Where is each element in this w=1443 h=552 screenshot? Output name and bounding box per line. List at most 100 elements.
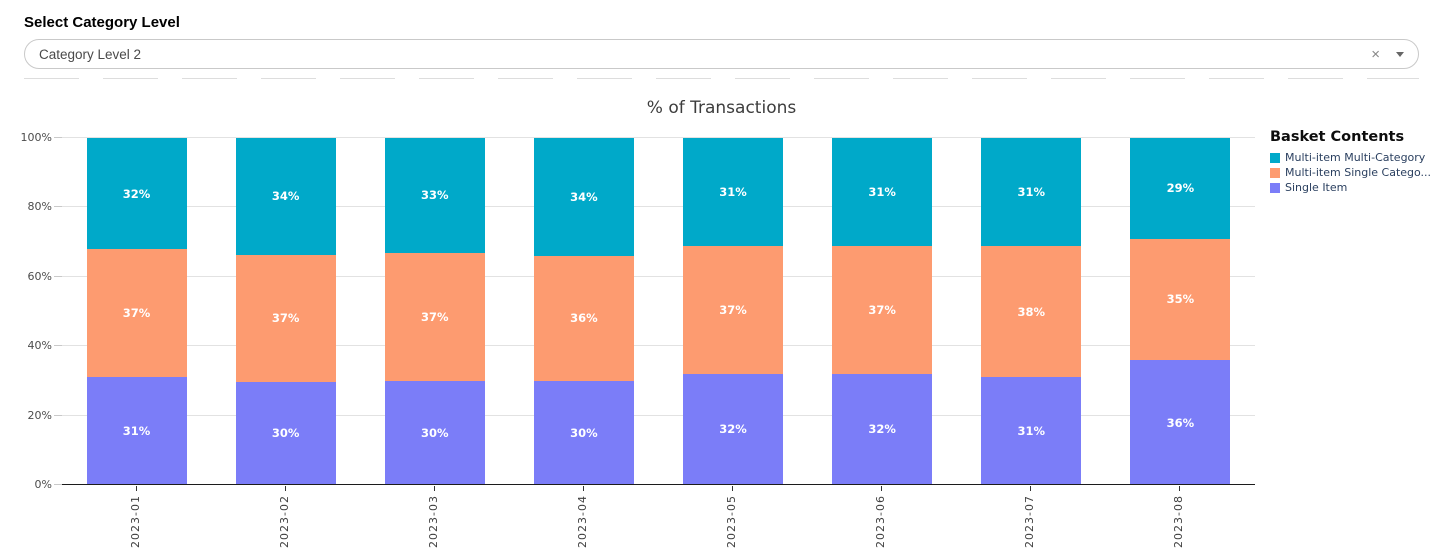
bar-segment[interactable]: 35% (1130, 238, 1231, 361)
y-axis-tick (54, 484, 62, 485)
segment-value-label: 31% (122, 424, 151, 439)
bar-band: 31% 37% 32% (62, 138, 211, 485)
bar-segment[interactable]: 32% (683, 373, 784, 485)
x-axis-band: 2023-05 (659, 485, 808, 551)
x-axis-tick (881, 486, 883, 491)
bar-band: 30% 37% 34% (211, 138, 360, 485)
bar-segment[interactable]: 30% (533, 380, 634, 485)
bar-segment[interactable]: 31% (981, 138, 1082, 246)
gridline (62, 275, 1255, 277)
x-axis-tick (433, 486, 435, 491)
x-axis-tick (1179, 486, 1181, 491)
bar-segment[interactable]: 31% (683, 138, 784, 246)
gridline (62, 414, 1255, 416)
segment-value-label: 31% (868, 184, 896, 199)
chevron-down-icon[interactable] (1396, 51, 1404, 57)
segment-value-label: 33% (421, 188, 449, 203)
clear-icon[interactable]: × (1371, 45, 1380, 63)
segment-value-label: 34% (271, 189, 300, 204)
y-axis-tick (54, 206, 62, 208)
bar-segment[interactable]: 36% (533, 256, 634, 381)
segment-value-label: 31% (719, 184, 747, 199)
bar-segment[interactable]: 31% (981, 377, 1082, 485)
x-axis: 2023-01 2023-02 2023-03 2023-04 2023-05 2023-… (62, 485, 1255, 551)
gridline (62, 206, 1255, 208)
x-tick-label: 2023-07 (1023, 495, 1037, 548)
x-axis-band: 2023-07 (957, 485, 1106, 551)
bar-band: 32% 37% 31% (808, 138, 957, 485)
segment-value-label: 32% (868, 422, 896, 437)
stacked-bar: 30% 37% 33% (384, 138, 485, 485)
plot-area: 31% 37% 32% 30% 37% 34% 30% 37% 33% 30% 36% 34% 32% 3… (21, 132, 1255, 548)
x-tick-label: 2023-03 (426, 495, 440, 548)
y-axis-tick (54, 414, 62, 416)
y-tick-label: 60% (27, 269, 52, 283)
segment-value-label: 36% (570, 311, 598, 326)
category-level-dropdown[interactable]: Category Level 2 × (24, 39, 1419, 69)
legend-item[interactable]: Single Item (1270, 181, 1440, 194)
bar-segment[interactable]: 30% (384, 380, 485, 485)
dropdown-icons: × (1371, 47, 1404, 62)
filter-header: Select Category Level Category Level 2 × (0, 0, 1443, 79)
bar-segment[interactable]: 31% (86, 377, 187, 485)
bar-segment[interactable]: 32% (832, 373, 933, 485)
bar-band: 30% 36% 34% (509, 138, 658, 485)
bar-band: 31% 38% 31% (957, 138, 1106, 485)
x-tick-label: 2023-04 (575, 495, 589, 548)
legend-item-label: Multi-item Multi-Category (1285, 151, 1426, 164)
legend-swatch-icon (1270, 182, 1280, 193)
segment-value-label: 37% (122, 306, 151, 321)
segment-value-label: 30% (570, 425, 598, 440)
select-category-level-label: Select Category Level (24, 14, 180, 31)
bar-band: 30% 37% 33% (360, 138, 509, 485)
bars-container: 31% 37% 32% 30% 37% 34% 30% 37% 33% 30% 36% 34% 32% 3… (62, 138, 1255, 485)
bar-segment[interactable]: 33% (384, 138, 485, 253)
bar-segment[interactable]: 36% (1130, 360, 1231, 485)
segment-value-label: 37% (719, 302, 747, 317)
transactions-chart: % of Transactions 31% 37% 32% 30% 37% 34% 30% 3… (0, 79, 1443, 552)
segment-value-label: 31% (1017, 424, 1046, 439)
segment-value-label: 36% (1166, 415, 1195, 430)
bar-segment[interactable]: 34% (235, 138, 336, 255)
y-tick-label: 100% (20, 131, 52, 144)
legend-swatch-icon (1270, 152, 1280, 163)
bar-segment[interactable]: 30% (235, 381, 336, 485)
bar-segment[interactable]: 37% (235, 254, 336, 382)
bar-segment[interactable]: 37% (86, 249, 187, 378)
y-tick-label: 80% (27, 200, 52, 214)
stacked-bar: 31% 38% 31% (981, 138, 1082, 485)
bar-segment[interactable]: 37% (683, 245, 784, 374)
gridline (62, 137, 1255, 138)
y-tick-label: 0% (34, 478, 52, 491)
stacked-bar: 30% 37% 34% (235, 138, 336, 485)
bar-segment[interactable]: 32% (86, 138, 187, 250)
y-axis-tick (54, 345, 62, 347)
segment-value-label: 37% (421, 309, 449, 324)
y-tick-label: 40% (27, 339, 52, 353)
stacked-bar: 32% 37% 31% (832, 138, 933, 485)
x-axis-band: 2023-04 (509, 485, 658, 551)
segment-value-label: 32% (719, 422, 747, 437)
legend-title: Basket Contents (1270, 129, 1405, 145)
x-axis-band: 2023-01 (62, 485, 211, 551)
bar-segment[interactable]: 34% (533, 138, 634, 256)
x-axis-band: 2023-03 (360, 485, 509, 551)
segment-value-label: 32% (122, 186, 151, 201)
legend-item[interactable]: Multi-item Multi-Category (1270, 151, 1440, 164)
x-axis-tick (135, 486, 137, 491)
legend-item[interactable]: Multi-item Single Catego... (1270, 166, 1440, 179)
segment-value-label: 35% (1166, 292, 1195, 307)
chart-title: % of Transactions (646, 98, 797, 118)
x-tick-label: 2023-05 (725, 495, 739, 548)
segment-value-label: 30% (271, 426, 300, 441)
bar-segment[interactable]: 38% (981, 245, 1082, 378)
stacked-bar: 31% 37% 32% (86, 138, 187, 485)
bar-segment[interactable]: 31% (832, 138, 933, 246)
bar-segment[interactable]: 37% (832, 245, 933, 374)
bar-band: 36% 35% 29% (1106, 138, 1255, 485)
bar-segment[interactable]: 37% (384, 252, 485, 381)
y-axis-tick (54, 275, 62, 277)
segment-value-label: 31% (1017, 184, 1046, 199)
gridline (62, 345, 1255, 347)
bar-segment[interactable]: 29% (1130, 138, 1231, 239)
